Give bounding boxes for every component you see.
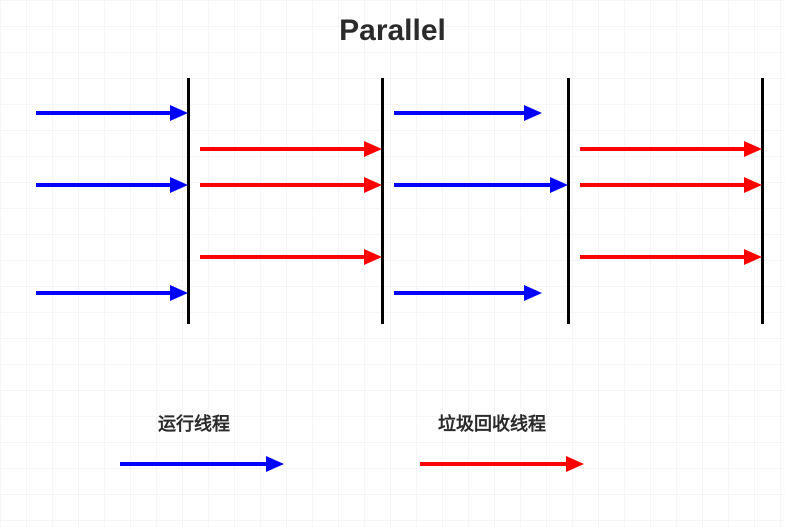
run-thread-arrow (36, 177, 188, 193)
arrow-head-icon (744, 249, 762, 265)
arrow-shaft (36, 183, 172, 187)
run-thread-arrow (394, 177, 568, 193)
arrow-head-icon (364, 177, 382, 193)
gc-thread-arrow (580, 249, 762, 265)
arrow-head-icon (170, 105, 188, 121)
gc-thread-arrow (580, 141, 762, 157)
arrow-head-icon (524, 105, 542, 121)
arrow-shaft (394, 183, 552, 187)
arrow-shaft (36, 291, 172, 295)
arrow-shaft (420, 462, 568, 466)
arrow-head-icon (364, 141, 382, 157)
phase-bar (761, 78, 764, 324)
arrow-head-icon (566, 456, 584, 472)
run-thread-arrow-legend (120, 456, 284, 472)
arrow-shaft (200, 183, 366, 187)
arrow-shaft (200, 147, 366, 151)
arrow-head-icon (550, 177, 568, 193)
phase-bar (381, 78, 384, 324)
arrow-head-icon (170, 177, 188, 193)
gc-thread-arrow (200, 249, 382, 265)
gc-thread-arrow-legend (420, 456, 584, 472)
arrow-shaft (580, 255, 746, 259)
legend-label-run: 运行线程 (158, 410, 230, 436)
gc-thread-arrow (580, 177, 762, 193)
diagram-canvas: Parallel 运行线程 垃圾回收线程 (0, 0, 785, 527)
arrow-shaft (200, 255, 366, 259)
arrow-head-icon (364, 249, 382, 265)
arrow-shaft (394, 291, 526, 295)
run-thread-arrow (394, 105, 542, 121)
arrow-shaft (120, 462, 268, 466)
run-thread-arrow (36, 285, 188, 301)
phase-bar (567, 78, 570, 324)
arrow-head-icon (524, 285, 542, 301)
arrow-shaft (580, 183, 746, 187)
gc-thread-arrow (200, 141, 382, 157)
arrow-shaft (36, 111, 172, 115)
run-thread-arrow (394, 285, 542, 301)
arrow-head-icon (170, 285, 188, 301)
arrow-head-icon (744, 177, 762, 193)
arrow-head-icon (266, 456, 284, 472)
legend-label-gc: 垃圾回收线程 (438, 410, 546, 436)
arrow-shaft (394, 111, 526, 115)
arrow-head-icon (744, 141, 762, 157)
gc-thread-arrow (200, 177, 382, 193)
arrow-shaft (580, 147, 746, 151)
diagram-title: Parallel (0, 14, 785, 48)
run-thread-arrow (36, 105, 188, 121)
